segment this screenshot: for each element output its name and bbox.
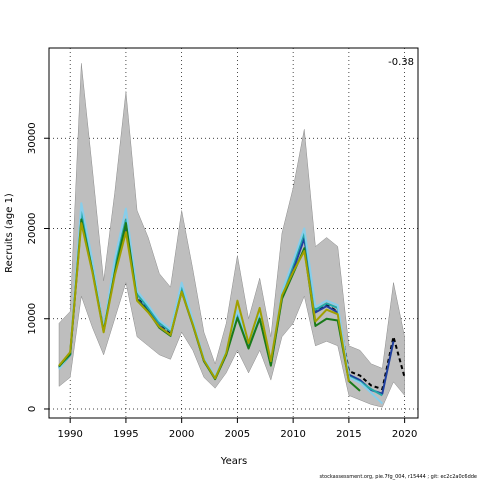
x-tick-label: 2020 (392, 429, 417, 440)
plot-frame (48, 47, 419, 419)
x-tick-label: 2010 (280, 429, 305, 440)
corner-annotation: -0.38 (388, 57, 414, 68)
x-tick-label: 2000 (169, 429, 194, 440)
x-tick-label: 2005 (225, 429, 250, 440)
y-tick-label: 20000 (27, 213, 38, 245)
series-lines (58, 202, 406, 405)
y-axis-title: Recruits (age 1) (4, 193, 15, 273)
confidence-band (58, 63, 405, 408)
y-tick-label: 30000 (27, 122, 38, 154)
y-tick-label: 0 (27, 406, 38, 412)
series-line-6 (58, 222, 350, 383)
confidence-band-area (58, 63, 405, 408)
x-tick-label: 2015 (336, 429, 361, 440)
x-tick-label: 1990 (57, 429, 82, 440)
y-axis: 0 10000 20000 30000 (27, 122, 49, 412)
x-axis: 1990 1995 2000 2005 2010 2015 2020 (57, 418, 417, 440)
x-tick-label: 1995 (113, 429, 138, 440)
footnote: stockassessment.org, pie.7fg_004, r15444… (319, 474, 477, 480)
y-tick-label: 10000 (27, 303, 38, 335)
x-axis-title: Years (220, 456, 247, 467)
